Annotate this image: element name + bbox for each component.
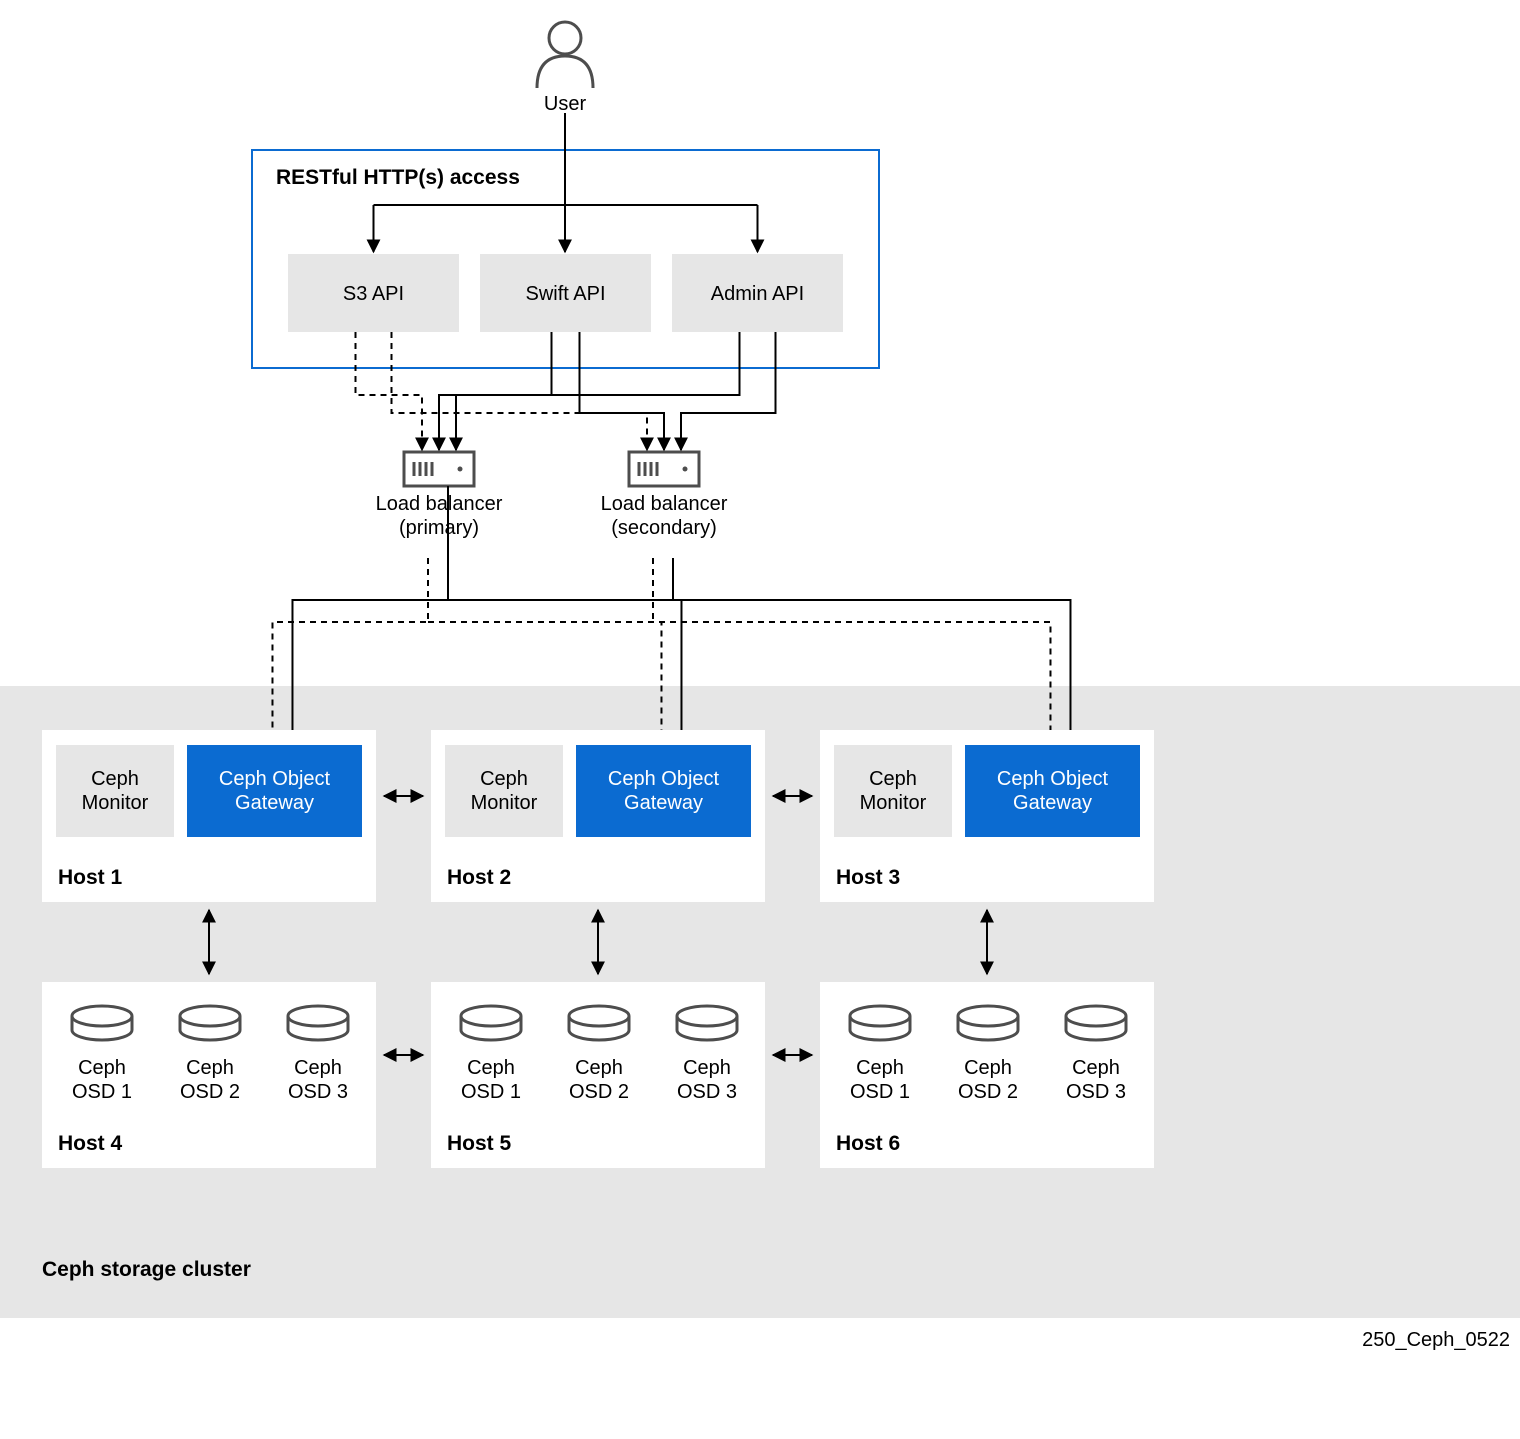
- user-icon-body: [537, 56, 593, 88]
- s3-to-lb1-dashed: [356, 332, 423, 450]
- admin-to-lb1: [456, 332, 740, 450]
- lb-label2: (primary): [399, 517, 479, 539]
- user-label: User: [544, 93, 587, 115]
- disk-top: [850, 1006, 910, 1026]
- host-name: Host 5: [447, 1132, 512, 1155]
- ceph-monitor-box: [56, 745, 174, 837]
- ceph-gateway-box: [576, 745, 751, 837]
- user-icon-head: [549, 22, 581, 54]
- disk-top: [569, 1006, 629, 1026]
- ceph-monitor-box: [834, 745, 952, 837]
- ceph-gateway-box: [965, 745, 1140, 837]
- lb-label1: Load balancer: [601, 493, 728, 515]
- disk-top: [72, 1006, 132, 1026]
- ceph-monitor-box: [445, 745, 563, 837]
- lb-dot: [458, 467, 463, 472]
- host-name: Host 2: [447, 866, 511, 889]
- lb-dot: [683, 467, 688, 472]
- disk-top: [1066, 1006, 1126, 1026]
- disk-top: [958, 1006, 1018, 1026]
- cluster-title: Ceph storage cluster: [42, 1258, 251, 1281]
- lb-label1: Load balancer: [376, 493, 503, 515]
- lb-label2: (secondary): [611, 517, 717, 539]
- admin-to-lb2: [681, 332, 776, 450]
- ceph-gateway-box: [187, 745, 362, 837]
- host-name: Host 6: [836, 1132, 900, 1155]
- s3-to-lb2-dashed: [392, 332, 648, 450]
- host-name: Host 1: [58, 866, 123, 889]
- swift-to-lb2: [580, 413, 665, 450]
- api-label: Admin API: [711, 283, 804, 305]
- disk-top: [461, 1006, 521, 1026]
- api-label: Swift API: [525, 283, 605, 305]
- watermark: 250_Ceph_0522: [1362, 1329, 1510, 1351]
- disk-top: [288, 1006, 348, 1026]
- api-label: S3 API: [343, 283, 404, 305]
- restful-title: RESTful HTTP(s) access: [276, 166, 520, 189]
- host-name: Host 4: [58, 1132, 123, 1155]
- disk-top: [180, 1006, 240, 1026]
- host-name: Host 3: [836, 866, 900, 889]
- disk-top: [677, 1006, 737, 1026]
